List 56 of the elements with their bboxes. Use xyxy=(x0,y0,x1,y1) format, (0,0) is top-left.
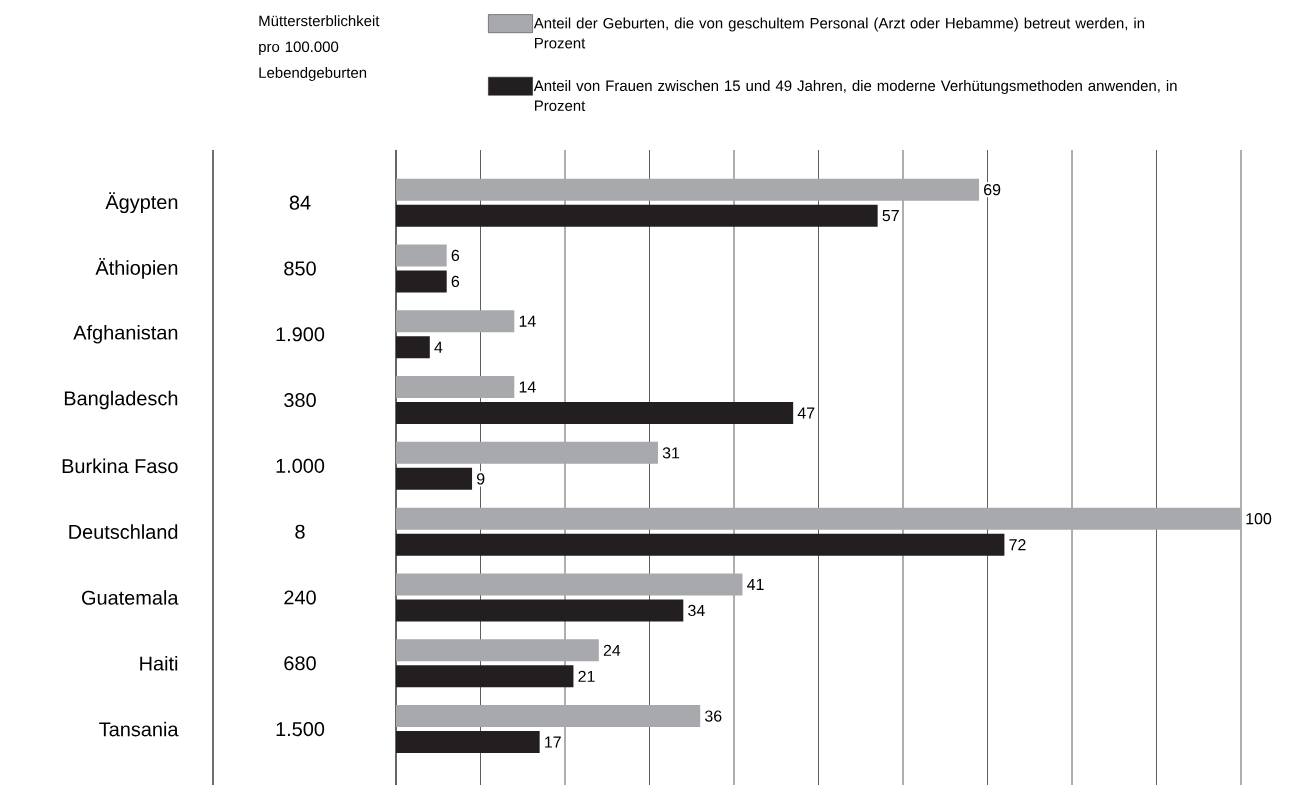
data-label: 72 xyxy=(1009,539,1026,551)
text: Müttersterblichkeit pro 100.000 Lebendgeburten xyxy=(259,15,380,81)
data-label: 100 xyxy=(1246,513,1272,525)
text: 240 xyxy=(284,590,316,605)
bar xyxy=(396,599,684,622)
bar xyxy=(396,467,473,490)
bar xyxy=(396,178,980,201)
text: 850 xyxy=(284,261,316,276)
legend-label: Anteil der Geburten, die von geschultem Personal (Arzt oder Hebamme) betreut werden, in Prozent xyxy=(533,17,1145,49)
y-tick-label: Guatemala xyxy=(82,590,179,605)
bar xyxy=(396,639,599,662)
data-label: 57 xyxy=(882,210,899,222)
y-tick-label: Ägypten xyxy=(105,192,178,214)
data-label: 6 xyxy=(451,275,460,288)
bar xyxy=(396,336,430,359)
bar xyxy=(396,244,447,267)
bar xyxy=(396,573,743,596)
text: 1.500 xyxy=(276,722,325,737)
data-label: 47 xyxy=(797,407,815,419)
bar xyxy=(396,441,658,464)
legend-label: Anteil von Frauen zwischen 15 und 49 Jahren, die moderne Verhütungsmethoden anwenden, in Prozent xyxy=(533,80,1177,111)
data-label: 6 xyxy=(451,249,460,262)
text: 84 xyxy=(289,195,311,210)
data-label: 34 xyxy=(688,604,705,617)
text: 1.900 xyxy=(276,327,325,342)
data-label: 14 xyxy=(519,381,536,393)
data-label: 24 xyxy=(603,644,621,656)
y-tick-label: Afghanistan xyxy=(73,324,178,344)
bar xyxy=(396,533,1005,556)
bar xyxy=(396,204,878,227)
data-label: 14 xyxy=(519,315,536,327)
data-label: 17 xyxy=(545,736,561,748)
text: 380 xyxy=(284,393,316,408)
bar xyxy=(396,507,1242,530)
bar xyxy=(396,270,447,293)
bar xyxy=(396,310,515,333)
bar xyxy=(396,665,574,688)
data-label: 69 xyxy=(984,184,1001,196)
bar xyxy=(396,376,515,399)
data-label: 4 xyxy=(434,341,443,353)
data-label: 9 xyxy=(477,473,485,485)
y-tick-label: Deutschland xyxy=(69,524,178,539)
y-tick-label: Haiti xyxy=(140,655,178,671)
data-label: 31 xyxy=(662,447,680,459)
y-tick-label: Bangladesch xyxy=(64,390,178,410)
y-tick-label: Äthiopien xyxy=(95,258,178,279)
bar xyxy=(396,402,794,425)
y-tick-label: Burkina Faso xyxy=(62,458,178,474)
text: 8 xyxy=(295,524,305,539)
text: 1.000 xyxy=(276,458,325,473)
y-tick-label: Tansania xyxy=(99,721,179,737)
data-label: 21 xyxy=(578,670,595,682)
bar xyxy=(396,705,701,728)
data-label: 36 xyxy=(705,710,722,722)
data-label: 41 xyxy=(747,578,764,590)
text: 680 xyxy=(284,656,316,671)
